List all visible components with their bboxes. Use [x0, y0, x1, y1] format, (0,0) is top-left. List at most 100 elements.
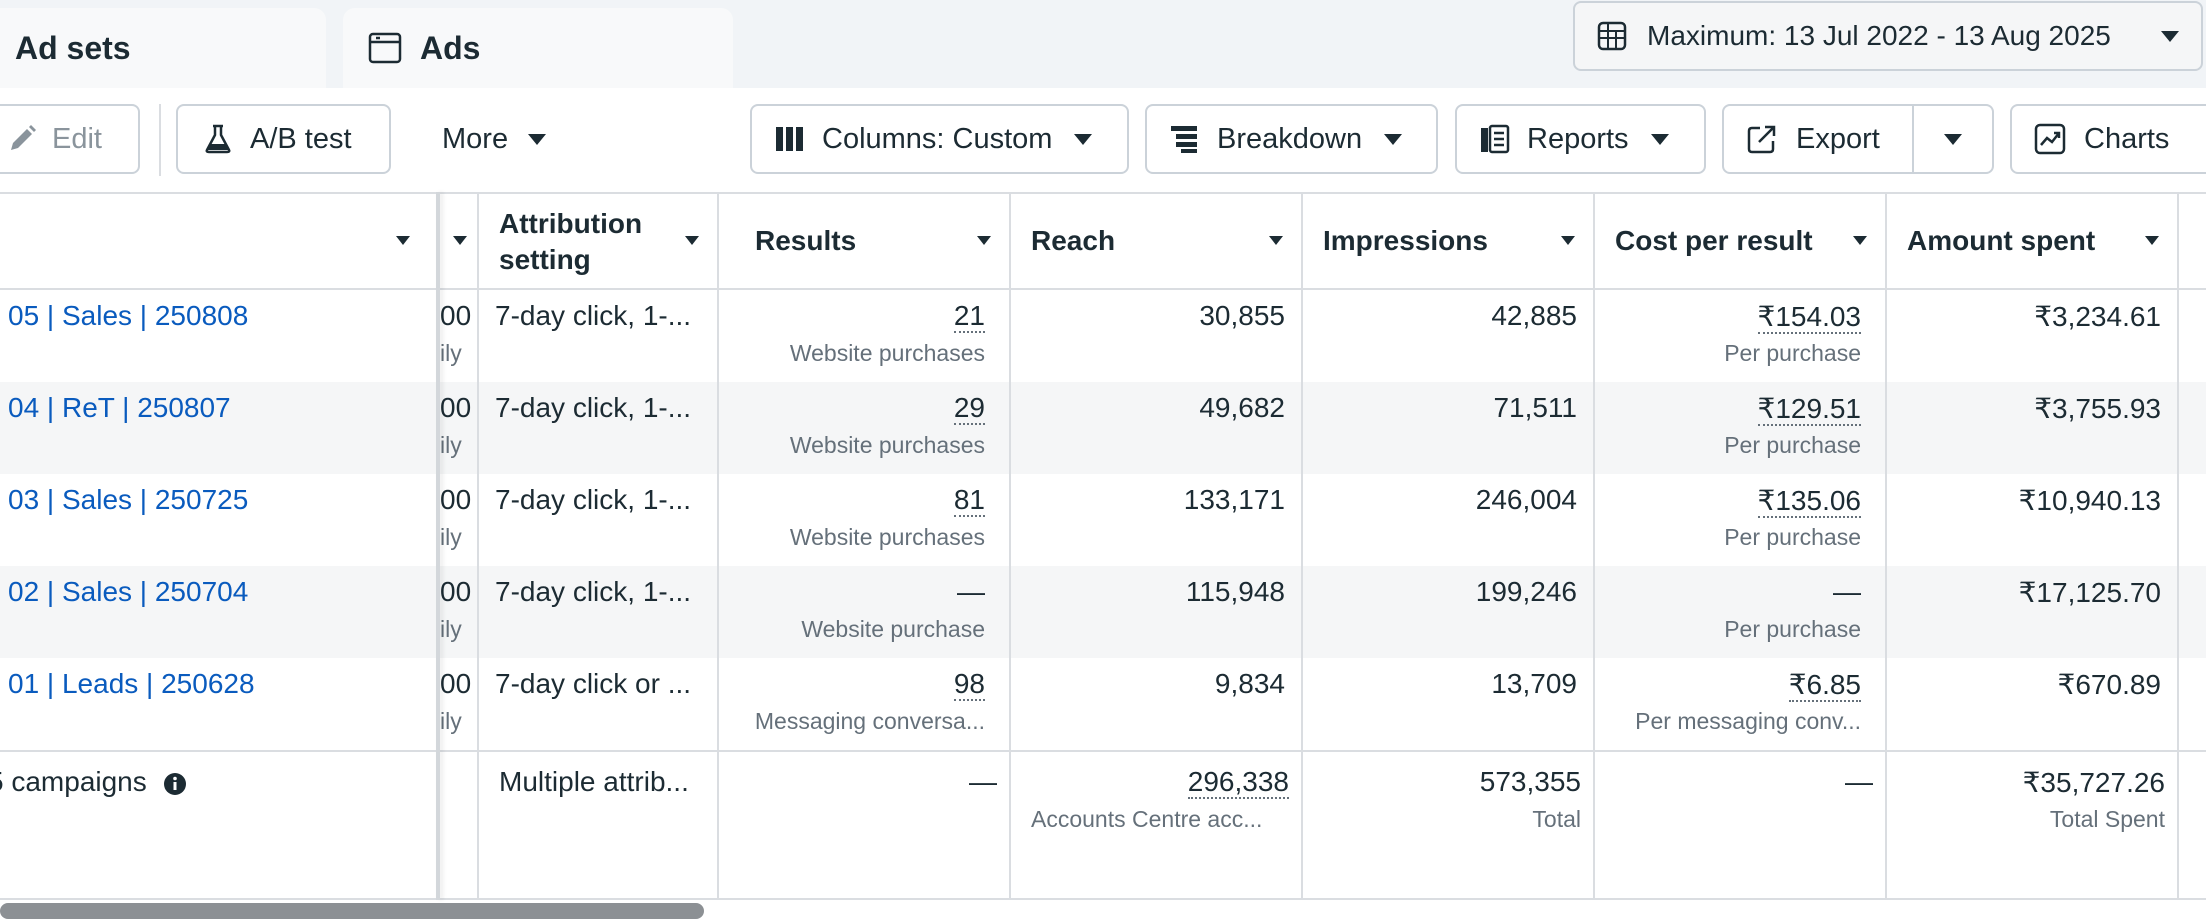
chevron-down-icon [2161, 30, 2179, 42]
cost-per-result-type: Per messaging conv... [1635, 708, 1861, 734]
amount-spent-value: ₹10,940.13 [2018, 485, 2161, 516]
toolbar: Edit A/B test More Columns: Custom Break… [0, 88, 2206, 192]
campaign-name-link[interactable]: 02 | Sales | 250704 [8, 576, 249, 607]
attribution-value: 7-day click, 1-... [495, 300, 692, 331]
column-divider [1301, 192, 1303, 900]
tab-ads[interactable]: Ads [343, 8, 733, 88]
cost-per-result-type: Per purchase [1724, 340, 1861, 366]
campaign-name-link[interactable]: 03 | Sales | 250725 [8, 484, 249, 515]
header-cost-per-result-label: Cost per result [1615, 225, 1813, 256]
cost-per-result-type: Per purchase [1724, 616, 1861, 642]
budget-type: ily [440, 524, 462, 550]
reach-value: 133,171 [1183, 484, 1285, 515]
sort-caret-icon [977, 236, 991, 245]
header-cost-per-result[interactable]: Cost per result [1595, 192, 1885, 290]
impressions-value: 246,004 [1475, 484, 1577, 515]
reports-button[interactable]: Reports [1455, 104, 1706, 174]
cost-per-result-number: ₹135.06 [1757, 485, 1861, 518]
date-range-picker[interactable]: Maximum: 13 Jul 2022 - 13 Aug 2025 [1573, 1, 2203, 71]
header-results[interactable]: Results [719, 192, 1009, 290]
summary-reach-number: 296,338 [1187, 766, 1289, 799]
tab-ads-label: Ads [420, 29, 481, 66]
tab-ad-sets-label: Ad sets [15, 29, 131, 66]
reach-value: 9,834 [1214, 668, 1285, 699]
reports-label: Reports [1527, 122, 1629, 155]
amount-spent-value: ₹670.89 [2057, 669, 2161, 700]
results-value[interactable]: 21 [719, 300, 985, 333]
sort-caret-icon [396, 236, 410, 245]
flask-icon [205, 124, 231, 154]
chevron-down-icon [528, 133, 547, 145]
impressions-value: 199,246 [1475, 576, 1577, 607]
horizontal-scrollbar[interactable] [0, 903, 704, 919]
amount-spent-value: ₹3,234.61 [2034, 301, 2161, 332]
more-button[interactable]: More [420, 104, 590, 174]
impressions-value: 71,511 [1493, 392, 1577, 423]
cost-per-result-value[interactable]: ₹135.06 [1595, 484, 1861, 518]
header-budget[interactable] [440, 192, 477, 290]
column-divider [477, 192, 479, 900]
cost-per-result-type: Per purchase [1724, 432, 1861, 458]
results-type: Website purchases [789, 524, 985, 550]
budget-value: 00 [440, 576, 472, 607]
ads-table: Attribution setting Results Reach Impres… [0, 192, 2206, 900]
results-type: Website purchase [801, 616, 985, 642]
results-number: 29 [953, 392, 985, 425]
impressions-value: 13,709 [1491, 668, 1577, 699]
charts-button[interactable]: Charts [2010, 104, 2206, 174]
budget-value: 00 [440, 668, 472, 699]
cost-per-result-value: — [1833, 576, 1861, 607]
edit-label: Edit [52, 122, 102, 155]
cost-per-result-value[interactable]: ₹129.51 [1595, 392, 1861, 426]
results-type: Website purchases [789, 340, 985, 366]
chevron-down-icon [1074, 133, 1093, 145]
columns-button[interactable]: Columns: Custom [750, 104, 1129, 174]
header-reach[interactable]: Reach [1011, 192, 1301, 290]
results-value[interactable]: 98 [719, 668, 985, 701]
campaign-name-link[interactable]: 05 | Sales | 250808 [8, 300, 249, 331]
header-name[interactable] [0, 192, 436, 290]
table-row[interactable] [0, 382, 2206, 474]
table-bottom-border [0, 898, 2206, 900]
summary-impressions-type: Total [1532, 806, 1581, 832]
info-icon[interactable] [163, 772, 187, 796]
results-value[interactable]: 81 [719, 484, 985, 517]
sort-caret-icon [2145, 236, 2159, 245]
campaign-name-link[interactable]: 01 | Leads | 250628 [8, 668, 255, 699]
results-value[interactable]: 29 [719, 392, 985, 425]
cost-per-result-value[interactable]: ₹6.85 [1595, 668, 1861, 702]
header-results-label: Results [755, 225, 857, 256]
sort-caret-icon [1561, 236, 1575, 245]
sort-caret-icon [1853, 236, 1867, 245]
export-label: Export [1796, 122, 1880, 155]
summary-impressions: 573,355 [1479, 766, 1581, 797]
header-attribution-setting[interactable]: Attribution setting [479, 192, 717, 290]
header-amount-spent[interactable]: Amount spent [1887, 192, 2177, 290]
budget-type: ily [440, 432, 462, 458]
results-number: 98 [953, 668, 985, 701]
results-number: 81 [953, 484, 985, 517]
ab-test-button[interactable]: A/B test [176, 104, 391, 174]
export-dropdown-button[interactable] [1914, 106, 1992, 172]
summary-reach[interactable]: 296,338 [1011, 766, 1289, 799]
cost-per-result-value[interactable]: ₹154.03 [1595, 300, 1861, 334]
date-range-label: Maximum: 13 Jul 2022 - 13 Aug 2025 [1647, 20, 2111, 51]
tab-ad-sets[interactable]: Ad sets [0, 8, 326, 88]
reach-value: 115,948 [1185, 576, 1285, 607]
header-impressions[interactable]: Impressions [1303, 192, 1593, 290]
campaign-name-link[interactable]: 04 | ReT | 250807 [8, 392, 231, 423]
column-divider [1009, 192, 1011, 900]
edit-button[interactable]: Edit [0, 104, 140, 174]
chevron-down-icon [1384, 133, 1403, 145]
header-border [0, 288, 2206, 290]
export-button[interactable]: Export [1724, 106, 1914, 172]
results-number: 21 [953, 300, 985, 333]
reach-value: 49,682 [1199, 392, 1285, 423]
attribution-value: 7-day click or ... [495, 668, 692, 699]
window-icon [368, 32, 402, 64]
table-top-border [0, 192, 2206, 194]
table-row[interactable] [0, 566, 2206, 658]
columns-icon [776, 127, 803, 151]
charts-label: Charts [2084, 122, 2170, 155]
breakdown-button[interactable]: Breakdown [1145, 104, 1438, 174]
